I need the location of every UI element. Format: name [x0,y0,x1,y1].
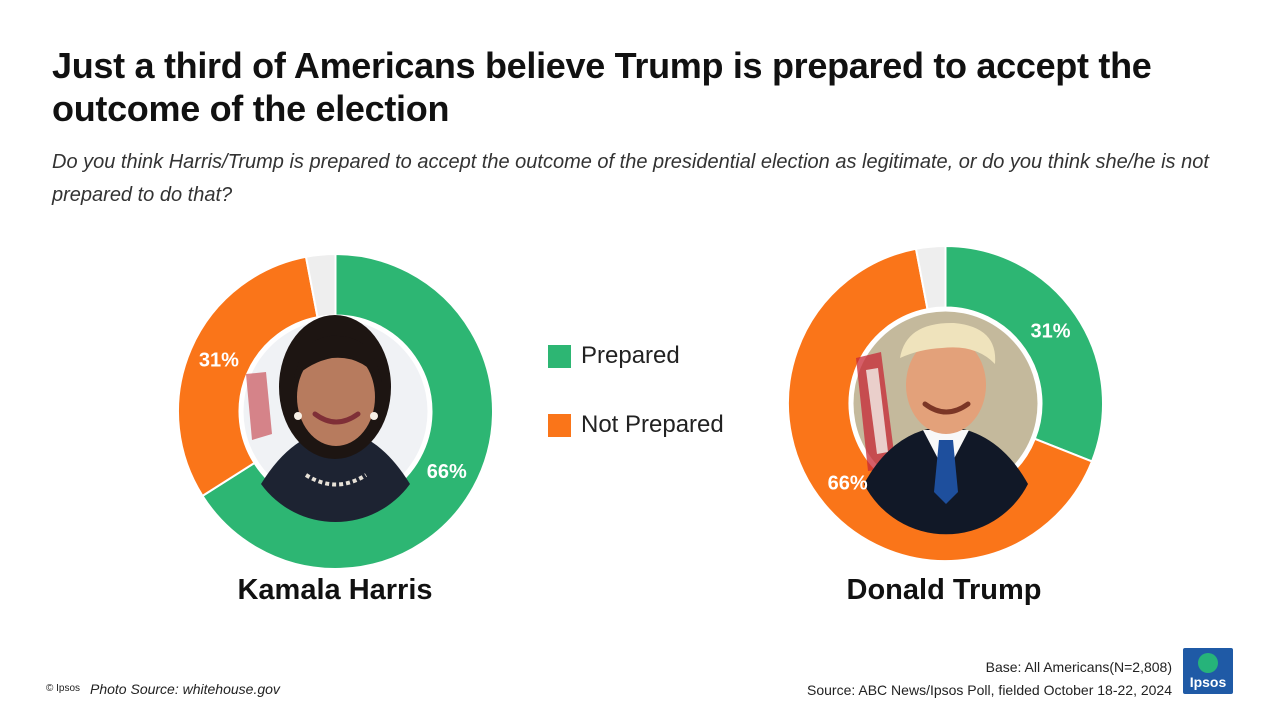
base-note: Base: All Americans(N=2,808) [985,659,1172,675]
harris-earring-left [294,412,302,420]
trump-photo [849,307,1042,535]
trump-labels: 31% 66% [828,320,1071,494]
harris-donut-chart: 66% 31% [177,252,494,570]
harris-label-not-prepared: 31% [199,349,239,371]
legend-label-not-prepared: Not Prepared [581,411,724,438]
harris-necklace [304,473,368,487]
chart-title: Just a third of Americans believe Trump … [52,45,1152,129]
harris-earring-right [370,412,378,420]
legend-item-not-prepared: Not Prepared [548,407,724,443]
harris-suit [261,430,410,523]
ipsos-logo-text: Ipsos [1189,674,1227,690]
harris-hair-part [294,335,382,382]
legend-swatch-not-prepared [548,413,571,437]
chart-subtitle: Do you think Harris/Trump is prepared to… [52,151,1209,206]
harris-label-prepared: 66% [427,461,467,483]
harris-photo [239,315,432,523]
trump-donut-chart: 31% 66% [787,244,1104,562]
harris-name-label: Kamala Harris [237,574,433,606]
ipsos-logo: Ipsos [1183,648,1233,694]
trump-label-not-prepared: 66% [828,473,868,495]
trump-smile [922,401,971,415]
photo-source-note: Photo Source: whitehouse.gov [90,681,280,697]
chart-legend: Prepared Not Prepared [548,338,724,476]
harris-flag-stripes [246,372,272,440]
source-note: Source: ABC News/Ipsos Poll, fielded Oct… [807,682,1172,698]
harris-face [297,348,375,446]
trump-hair [900,322,996,364]
harris-labels: 66% 31% [199,349,467,483]
ipsos-logo-mark [1198,653,1218,673]
trump-flag-white [866,368,888,454]
trump-face [906,336,986,434]
trump-label-prepared: 31% [1031,320,1071,342]
trump-tie [934,440,958,504]
legend-label-prepared: Prepared [581,342,680,369]
legend-swatch-prepared [548,344,571,368]
trump-name-label: Donald Trump [846,574,1042,606]
harris-smile [312,411,361,425]
legend-item-prepared: Prepared [548,338,724,374]
copyright-note: © Ipsos [46,683,81,694]
